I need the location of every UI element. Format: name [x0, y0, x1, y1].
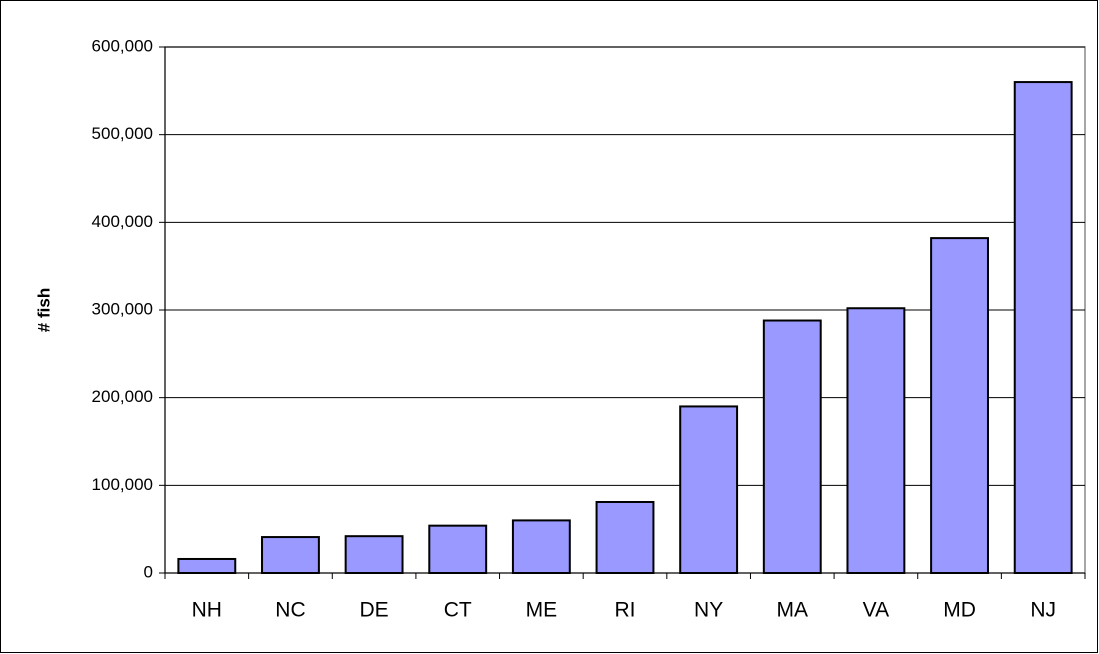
- bar: [428, 524, 488, 574]
- bar: [595, 500, 655, 574]
- bar: [177, 557, 237, 574]
- bar: [511, 519, 571, 575]
- bar: [1013, 81, 1073, 574]
- y-tick-label: 400,000: [92, 212, 153, 231]
- x-tick-label: ME: [526, 599, 558, 622]
- x-tick-label: CT: [444, 599, 472, 622]
- bar: [261, 536, 320, 574]
- x-tick-label: MD: [943, 599, 976, 622]
- x-tick-label: NH: [192, 599, 222, 622]
- x-tick-label: VA: [863, 599, 889, 622]
- bar: [344, 535, 404, 574]
- y-tick-label: 200,000: [92, 387, 153, 406]
- x-tick-label: MA: [777, 599, 809, 622]
- y-axis-title: # fish: [34, 288, 53, 332]
- y-tick-label: 500,000: [92, 124, 153, 143]
- x-tick-label: NC: [275, 599, 305, 622]
- bar: [846, 307, 906, 574]
- x-tick-label: RI: [615, 599, 636, 622]
- x-tick-label: DE: [359, 599, 388, 622]
- y-tick-label: 300,000: [92, 299, 153, 318]
- x-tick-label: NY: [694, 599, 723, 622]
- y-tick-label: 0: [144, 562, 153, 581]
- bar: [679, 405, 739, 574]
- y-tick-label: 600,000: [92, 36, 153, 55]
- bar: [930, 237, 989, 574]
- x-tick-label: NJ: [1030, 599, 1056, 622]
- y-tick-label: 100,000: [92, 475, 153, 494]
- bar: [762, 319, 822, 574]
